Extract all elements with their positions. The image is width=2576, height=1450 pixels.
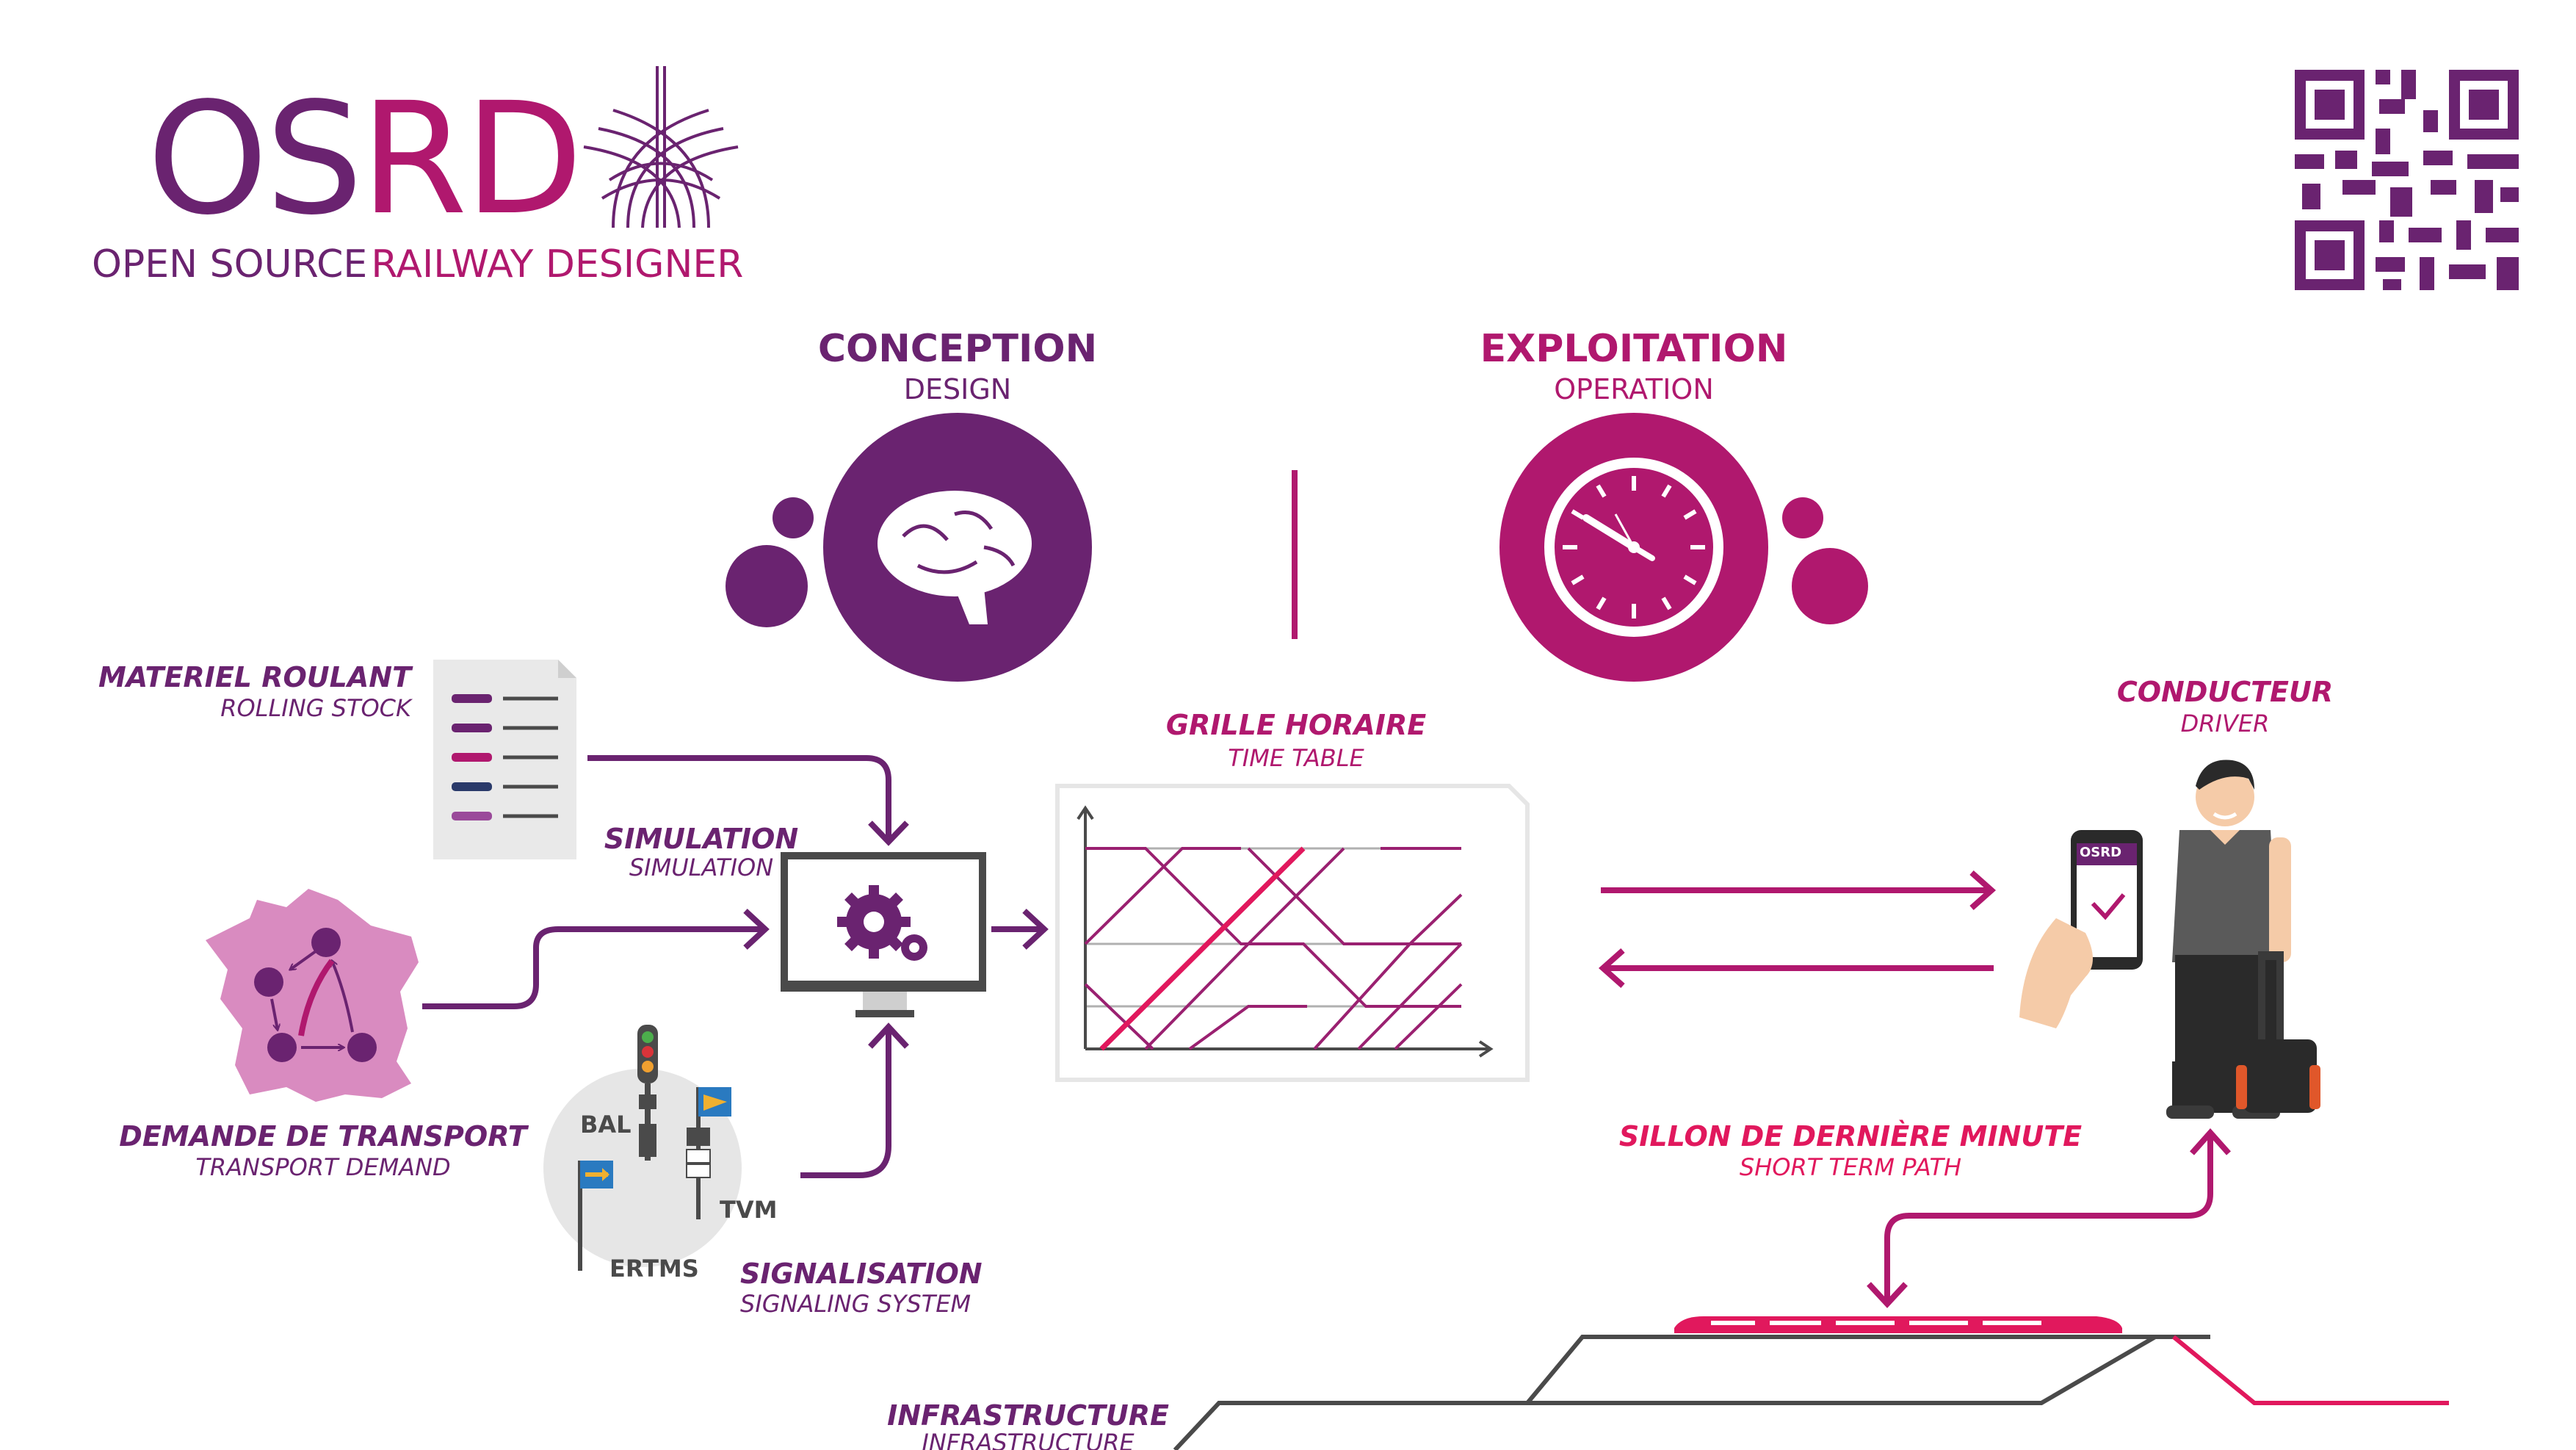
- simulation-monitor-icon: [781, 852, 986, 1017]
- timetable-chart: [1055, 784, 1530, 1082]
- logo-tagline: OPEN SOURCE RAILWAY DESIGNER: [92, 242, 743, 286]
- decor-bubble-small-2: [1782, 497, 1823, 538]
- rolling-stock-subtitle: ROLLING STOCK: [220, 694, 411, 722]
- signaling-title: SIGNALISATION: [740, 1258, 983, 1290]
- driver-subtitle: DRIVER: [2180, 710, 2270, 737]
- signaling-icons: [543, 1025, 742, 1271]
- signaling-subtitle: SIGNALING SYSTEM: [740, 1290, 972, 1318]
- clock-icon: [1544, 458, 1723, 637]
- train-icon: [1674, 1316, 2122, 1333]
- logo-tagline-part1: OPEN SOURCE: [92, 242, 368, 286]
- operation-exchange-arrows: [1598, 870, 1997, 988]
- timetable-subtitle: TIME TABLE: [1228, 744, 1364, 772]
- signal-system-ertms: ERTMS: [609, 1255, 699, 1283]
- decor-bubble-large-2: [1792, 548, 1868, 624]
- france-map-icon: [206, 889, 419, 1102]
- short-term-path-title: SILLON DE DERNIÈRE MINUTE: [1618, 1120, 2083, 1153]
- infrastructure-tracks: [1173, 1335, 2449, 1450]
- driver-title: CONDUCTEUR: [2116, 676, 2334, 708]
- input-connectors: [422, 755, 1049, 1178]
- logo-rail-fan-icon: [583, 66, 739, 228]
- logo-rd: RD: [360, 69, 584, 249]
- driver-illustration: [2019, 760, 2320, 1119]
- logo-os: OS: [147, 69, 363, 249]
- exploitation-title: EXPLOITATION: [1480, 327, 1788, 371]
- infrastructure-subtitle: INFRASTRUCTURE: [922, 1429, 1135, 1450]
- logo-wordmark: OSRD: [147, 82, 583, 237]
- signal-system-bal: BAL: [580, 1111, 632, 1139]
- rolling-stock-title: MATERIEL ROULANT: [98, 661, 411, 693]
- exploitation-subtitle: OPERATION: [1554, 373, 1714, 405]
- decor-bubble-large: [726, 545, 808, 627]
- short-term-path-subtitle: SHORT TERM PATH: [1739, 1153, 1962, 1181]
- qr-code: [2295, 70, 2519, 290]
- timetable-title: GRILLE HORAIRE: [1165, 709, 1427, 741]
- rolling-stock-document-icon: [433, 660, 576, 859]
- decor-bubble-small: [773, 497, 814, 538]
- signal-system-tvm: TVM: [720, 1196, 778, 1224]
- logo-tagline-part2: RAILWAY DESIGNER: [371, 242, 744, 286]
- phone-app-label: OSRD: [2080, 845, 2122, 860]
- simulation-subtitle: SIMULATION: [629, 854, 774, 881]
- conception-subtitle: DESIGN: [903, 373, 1012, 405]
- transport-demand-title: DEMANDE DE TRANSPORT: [119, 1120, 527, 1153]
- simulation-title: SIMULATION: [604, 823, 799, 855]
- conception-title: CONCEPTION: [817, 327, 1098, 371]
- brain-icon: [878, 491, 1032, 624]
- infrastructure-title: INFRASTRUCTURE: [887, 1399, 1169, 1432]
- transport-demand-subtitle: TRANSPORT DEMAND: [195, 1153, 451, 1181]
- short-term-path-connector: [1867, 1128, 2231, 1308]
